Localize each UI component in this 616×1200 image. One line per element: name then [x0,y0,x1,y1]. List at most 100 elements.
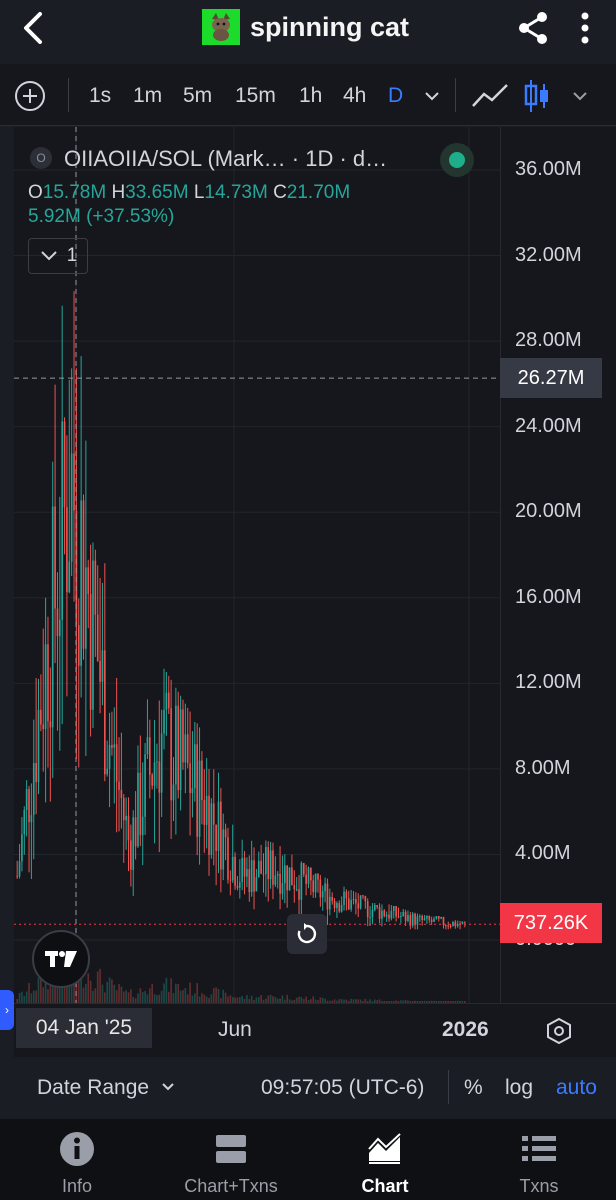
volume-bar [331,1000,334,1003]
price-axis[interactable] [500,127,616,1003]
volume-bar [333,999,336,1003]
volume-bar [336,1000,338,1003]
volume-bar [250,995,253,1003]
nav-chart-txns[interactable]: Chart+Txns [176,1119,286,1200]
settings-hex-icon[interactable] [546,1018,572,1044]
clock-readout[interactable]: 09:57:05 (UTC-6) [261,1076,425,1099]
candle-body [366,901,369,918]
interval-1m[interactable]: 1m [133,84,163,107]
interval-5m[interactable]: 5m [183,84,213,107]
candle-body [196,744,199,837]
high-key: H [111,182,126,203]
date-range-button[interactable]: Date Range [37,1076,150,1099]
volume-bar [321,997,324,1003]
candle-body [426,915,428,919]
legend-title[interactable]: OIIAOIIA/SOL (Mark… · 1D · d… [64,146,388,171]
candle-body [452,921,454,927]
candle-body [442,916,445,926]
line-chart-icon[interactable] [470,80,510,112]
auto-toggle[interactable]: auto [556,1076,597,1099]
cat-avatar [202,9,240,45]
interval-1h[interactable]: 1h [299,84,323,107]
volume-bar [148,988,151,1003]
symbol-badge: O [30,147,52,169]
candle-body [319,879,322,898]
volume-bar [352,999,355,1003]
volume-bar [217,988,220,1003]
chart-toolbar [0,64,616,126]
candle-body [350,900,352,910]
tradingview-logo[interactable] [32,930,90,988]
nav-chart[interactable]: Chart [355,1119,415,1200]
candle-body [47,644,49,722]
volume-bar [269,994,272,1003]
volume-bar [428,1001,431,1003]
reset-icon [297,923,317,944]
volume-bar [158,994,161,1003]
volume-bar [371,1001,374,1003]
chevron-down-icon[interactable] [160,1080,176,1094]
interval-d[interactable]: D [388,84,404,107]
legend-collapse-button[interactable]: 1 [28,238,88,274]
candle-body [276,873,279,876]
info-icon [60,1132,94,1166]
volume-bar [404,1000,407,1003]
candle-body [288,867,291,891]
candle-body [16,875,19,877]
candle-body [179,709,182,791]
volume-bar [28,982,30,1003]
candle-body [66,507,68,593]
candle-body [148,737,151,775]
open-value: 15.78M [42,182,107,203]
chevron-left-icon[interactable] [14,8,54,48]
nav-txns[interactable]: Txns [509,1119,569,1200]
volume-bar [108,977,111,1003]
volume-bar [397,1001,400,1003]
interval-4h[interactable]: 4h [343,84,367,107]
share-icon[interactable] [514,8,554,48]
volume-bar [42,987,45,1003]
candle-body [421,915,424,921]
volume-bar [449,1001,452,1003]
volume-bar [440,1001,442,1003]
log-toggle[interactable]: log [505,1076,534,1099]
nav-info[interactable]: Info [47,1119,107,1200]
interval-15m[interactable]: 15m [235,84,276,107]
percent-toggle[interactable]: % [464,1076,483,1099]
chevron-down-icon[interactable] [570,88,590,104]
volume-bar [103,992,106,1003]
price-chart[interactable] [14,127,500,1003]
volume-bar [255,997,258,1003]
candle-body [362,895,364,897]
candle-body [440,916,442,919]
candle-body [255,877,258,892]
candle-body [241,857,244,883]
candle-body [25,789,28,811]
volume-bar [146,994,149,1003]
volume-bar [328,1000,331,1003]
volume-bar [312,996,315,1003]
reset-chart-button[interactable] [287,914,327,954]
kebab-icon[interactable] [570,8,600,48]
time-label-2026: 2026 [442,1018,489,1041]
volume-bar [141,992,144,1003]
interval-1s[interactable]: 1s [89,84,112,107]
price-axis-label: 28.00M [515,329,582,352]
candle-body [390,911,393,919]
candle-body [305,874,307,884]
candle-body [40,709,42,725]
volume-bar [170,978,172,1003]
candle-body [307,867,310,884]
volume-bar [208,997,210,1003]
plus-circle-icon[interactable] [14,80,46,112]
chevron-down-icon[interactable] [422,88,442,104]
volume-bar [21,991,23,1003]
candlestick-icon[interactable] [522,78,552,114]
volume-bar [198,996,201,1003]
candle-body [461,921,464,925]
candle-body [253,860,255,892]
candle-body [85,567,87,649]
volume-bar [35,990,37,1003]
drawer-handle[interactable]: › [0,990,14,1030]
volume-bar [212,988,215,1003]
